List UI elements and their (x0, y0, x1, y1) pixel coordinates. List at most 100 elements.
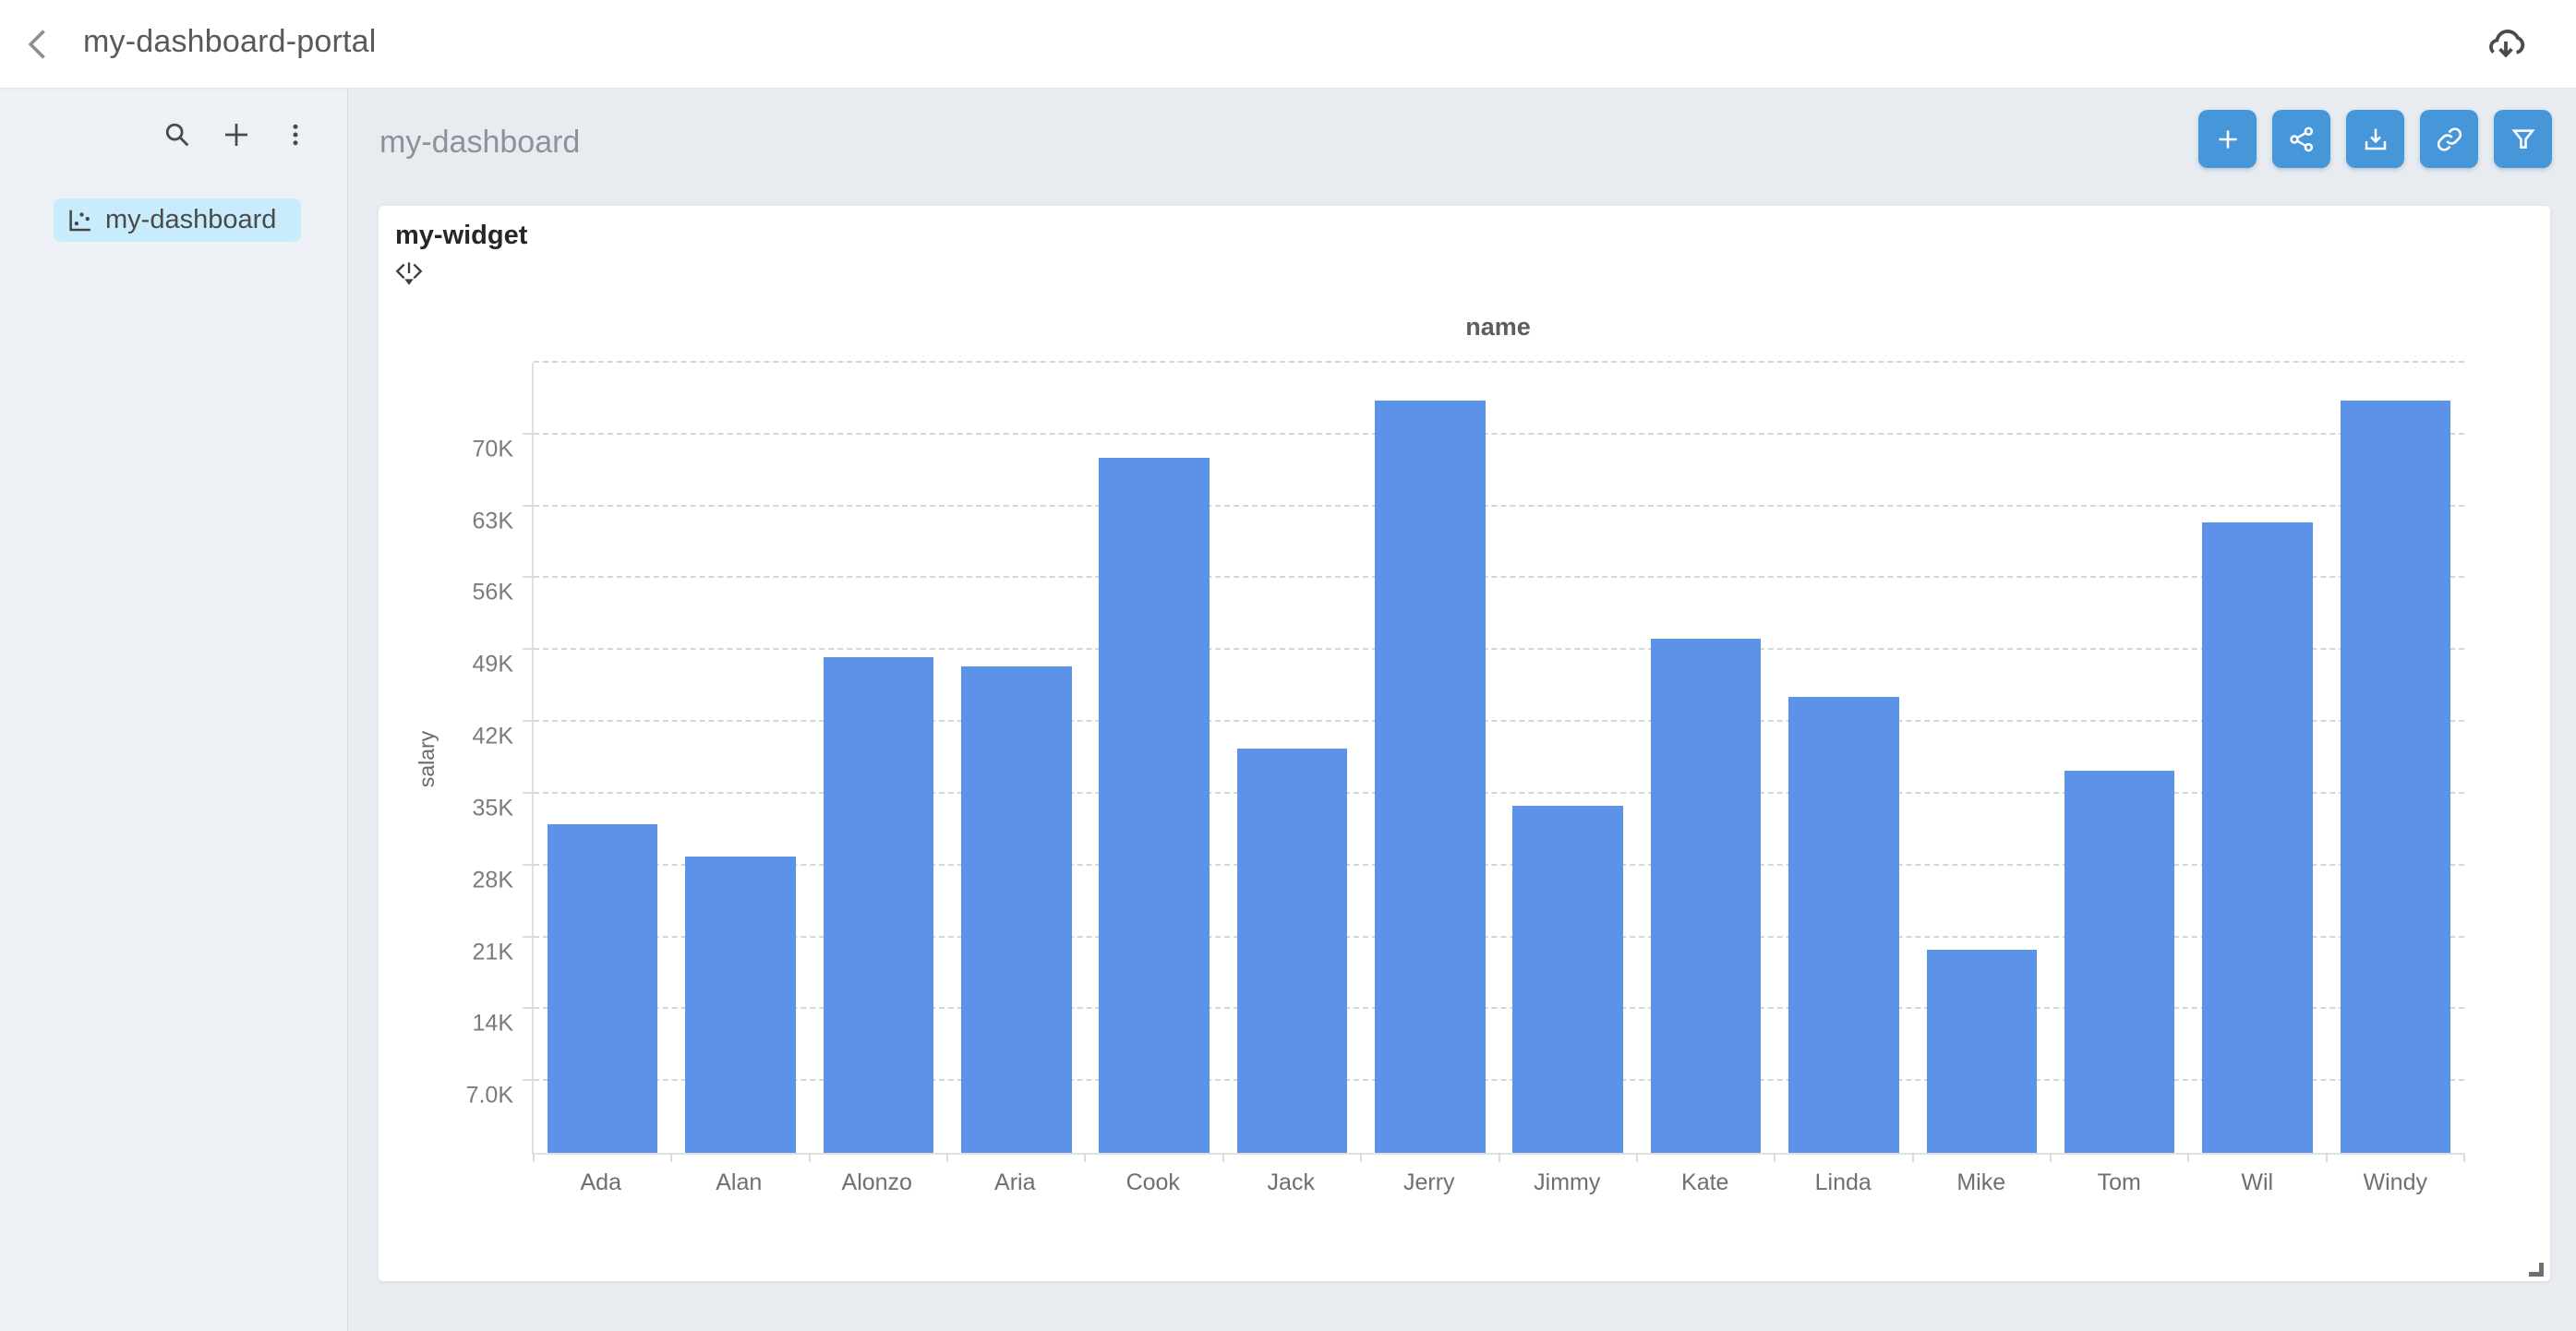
resize-handle[interactable] (2529, 1263, 2544, 1277)
move-widget-handle[interactable] (393, 259, 425, 287)
bar-jack[interactable] (1236, 749, 1348, 1153)
bar-slot (2051, 363, 2188, 1153)
x-tick (2049, 1153, 2052, 1162)
export-button[interactable] (2346, 110, 2404, 168)
bar-slot (1499, 363, 1637, 1153)
bar-slot (1913, 363, 2051, 1153)
gridline (534, 1079, 2464, 1082)
x-tick (1360, 1153, 1363, 1162)
gridline (534, 791, 2464, 794)
y-tick (523, 1007, 534, 1010)
bar-slot (534, 363, 671, 1153)
plus-icon (2218, 129, 2237, 149)
download-icon (2365, 128, 2386, 150)
move-icon (395, 262, 423, 285)
x-tick (2463, 1153, 2465, 1162)
bar-slot (1775, 363, 1912, 1153)
gridline (534, 863, 2464, 866)
add-dashboard-button[interactable] (220, 118, 253, 151)
bar-slot (671, 363, 809, 1153)
filter-button[interactable] (2494, 110, 2552, 168)
bar-ada[interactable] (547, 824, 658, 1153)
bar-slot (2327, 363, 2464, 1153)
y-tick-label: 42K (472, 723, 513, 749)
filter-icon (2510, 128, 2535, 149)
x-axis-label: Kate (1681, 1169, 1729, 1195)
bar-alan[interactable] (685, 856, 796, 1153)
plot-area: 7.0K 14K 21K 28K 35K 42K 49K 56K 63K 70K (466, 361, 2465, 1162)
x-tick (1635, 1153, 1638, 1162)
bar-slot (1361, 363, 1499, 1153)
bar-jimmy[interactable] (1512, 806, 1623, 1153)
y-tick-label: 14K (472, 1010, 513, 1037)
x-axis-label: Alan (716, 1169, 763, 1195)
bar-tom[interactable] (2064, 771, 2175, 1153)
x-axis-label: Aria (994, 1169, 1036, 1195)
y-tick (523, 648, 534, 651)
y-tick-label: 49K (472, 651, 513, 677)
page-title: my-dashboard-portal (83, 24, 377, 59)
copy-link-button[interactable] (2420, 110, 2478, 168)
share-icon (2289, 126, 2313, 151)
bar-kate[interactable] (1650, 639, 1762, 1153)
y-tick (523, 791, 534, 794)
y-tick (523, 720, 534, 723)
sidebar: my-dashboard (0, 90, 348, 1331)
y-tick (523, 576, 534, 579)
x-tick (2325, 1153, 2328, 1162)
x-tick (1084, 1153, 1087, 1162)
widget-title: my-widget (395, 221, 528, 250)
bar-aria[interactable] (961, 666, 1072, 1153)
gridline (534, 935, 2464, 938)
chevron-left-icon (28, 30, 45, 59)
link-icon (2437, 126, 2462, 151)
x-axis-label: Linda (1814, 1169, 1872, 1195)
sidebar-item-my-dashboard[interactable]: my-dashboard (54, 198, 301, 242)
x-axis-label: Jack (1267, 1169, 1315, 1195)
bar-slot (2188, 363, 2326, 1153)
y-tick-label: 35K (472, 795, 513, 821)
main-content: my-dashboard (349, 90, 2576, 1331)
x-tick (1498, 1153, 1500, 1162)
x-axis-label: Ada (580, 1169, 621, 1195)
gridline (534, 648, 2464, 651)
x-tick (808, 1153, 811, 1162)
x-tick (533, 1153, 535, 1162)
cloud-download-button[interactable] (2484, 22, 2528, 66)
x-axis-label: Wil (2241, 1169, 2274, 1195)
gridline (534, 504, 2464, 507)
gridline (534, 432, 2464, 435)
y-tick-label: 21K (472, 939, 513, 965)
bar-cook[interactable] (1099, 458, 1210, 1153)
x-tick (946, 1153, 949, 1162)
x-axis-label: Windy (2363, 1169, 2427, 1195)
bars-container (534, 363, 2464, 1153)
back-button[interactable] (20, 26, 57, 63)
add-widget-button[interactable] (2198, 110, 2257, 168)
y-tick-label: 56K (472, 579, 513, 606)
bar-slot (810, 363, 947, 1153)
x-axis-label: Jerry (1402, 1169, 1455, 1195)
bar-mike[interactable] (1926, 949, 2038, 1153)
bar-jerry[interactable] (1375, 401, 1486, 1153)
bar-linda[interactable] (1788, 697, 1899, 1153)
sidebar-item-label: my-dashboard (105, 205, 277, 234)
gridline (534, 720, 2464, 723)
x-tick (1774, 1153, 1776, 1162)
widget-card: my-widget name salary 7.0K 14K 21K 28K 35K 42… (379, 206, 2550, 1281)
more-options-button[interactable] (279, 118, 312, 151)
x-axis-labels: Ada Alan Alonzo Aria Cook Jack Jerry Jimmy Kate L… (532, 1169, 2464, 1196)
search-button[interactable] (161, 118, 194, 151)
x-tick (2187, 1153, 2190, 1162)
share-button[interactable] (2272, 110, 2330, 168)
bar-windy[interactable] (2340, 401, 2451, 1153)
search-icon (165, 123, 189, 147)
x-tick (670, 1153, 673, 1162)
y-tick (523, 935, 534, 938)
bar-alonzo[interactable] (823, 657, 934, 1153)
plus-icon (225, 124, 247, 146)
y-tick (523, 432, 534, 435)
gridline (534, 361, 2464, 363)
bar-wil[interactable] (2202, 522, 2313, 1153)
x-axis-label: Alonzo (841, 1169, 912, 1195)
